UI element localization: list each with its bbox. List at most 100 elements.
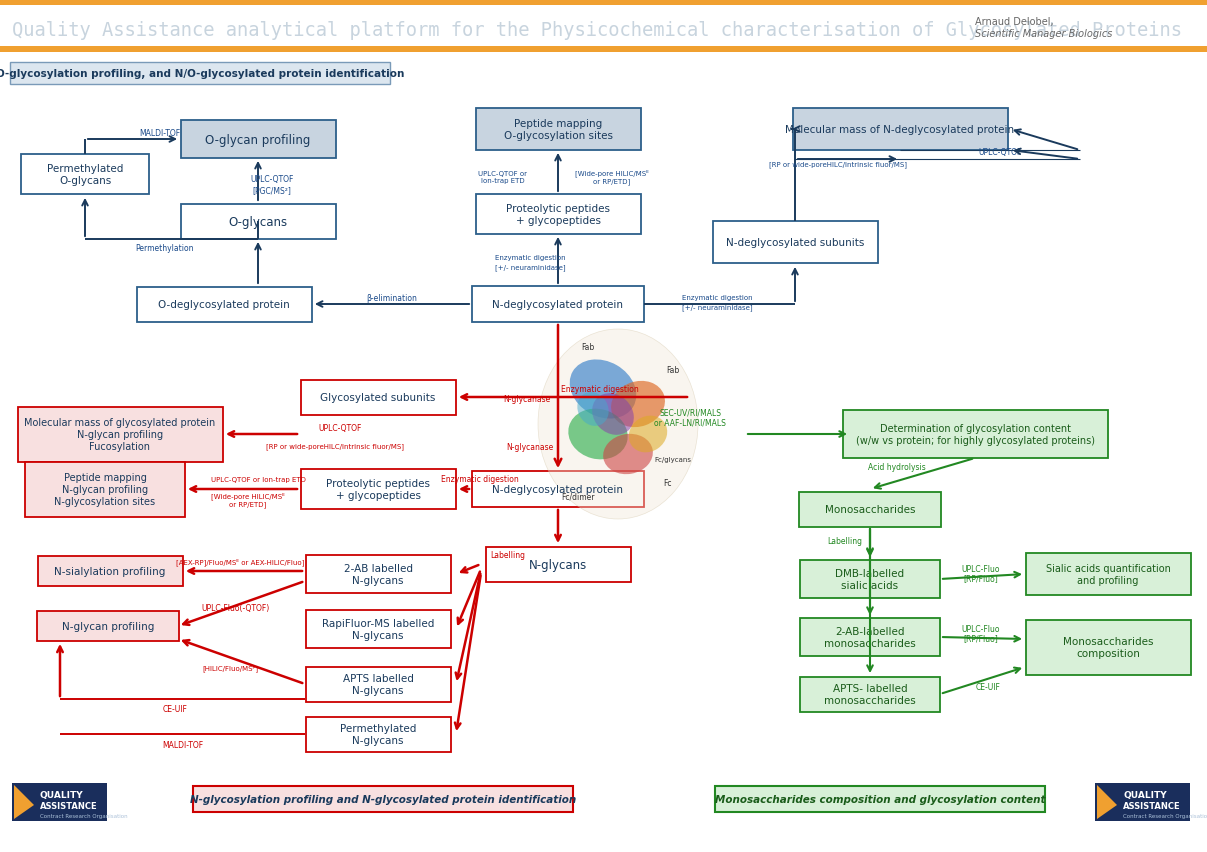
FancyBboxPatch shape [842, 411, 1108, 458]
FancyBboxPatch shape [472, 471, 645, 508]
FancyBboxPatch shape [37, 611, 179, 642]
Text: Molecular mass of glycosylated protein
N-glycan profiling
Fucosylation: Molecular mass of glycosylated protein N… [24, 418, 216, 451]
Text: Labelling: Labelling [828, 537, 863, 546]
Text: APTS- labelled
monosaccharides: APTS- labelled monosaccharides [824, 683, 916, 705]
Text: Fab: Fab [582, 343, 595, 351]
FancyBboxPatch shape [476, 109, 641, 151]
Text: Permethylated
O-glycans: Permethylated O-glycans [47, 164, 123, 186]
Text: MALDI-TOF: MALDI-TOF [140, 129, 181, 137]
Ellipse shape [593, 394, 634, 435]
FancyBboxPatch shape [17, 407, 222, 462]
FancyBboxPatch shape [0, 47, 1207, 53]
Text: [AEX-RP]/Fluo/MSᴱ or AEX-HILIC/Fluo]: [AEX-RP]/Fluo/MSᴱ or AEX-HILIC/Fluo] [176, 557, 304, 565]
Ellipse shape [577, 393, 608, 426]
FancyBboxPatch shape [181, 121, 336, 158]
Text: Fc/dimer: Fc/dimer [561, 492, 595, 501]
FancyBboxPatch shape [0, 0, 1207, 6]
Text: Permethylated
N-glycans: Permethylated N-glycans [340, 723, 416, 745]
Text: O-glycans: O-glycans [228, 216, 287, 228]
Text: Scientific Manager Biologics: Scientific Manager Biologics [975, 29, 1113, 39]
Text: N-deglycosylated protein: N-deglycosylated protein [492, 485, 624, 494]
Text: Peptide mapping
N-glycan profiling
N-glycosylation sites: Peptide mapping N-glycan profiling N-gly… [54, 473, 156, 506]
Text: N-deglycosylated protein: N-deglycosylated protein [492, 300, 624, 309]
Ellipse shape [570, 360, 636, 419]
FancyBboxPatch shape [305, 667, 450, 702]
Text: [RP/Fluo]: [RP/Fluo] [963, 574, 998, 583]
Text: Enzymatic digestion: Enzymatic digestion [495, 255, 565, 261]
Text: CE-UIF: CE-UIF [975, 682, 1001, 691]
Text: CE-UIF: CE-UIF [163, 705, 187, 714]
Text: Molecular mass of N-deglycosylated protein: Molecular mass of N-deglycosylated prote… [786, 125, 1015, 135]
Text: MALDI-TOF: MALDI-TOF [163, 740, 204, 749]
FancyBboxPatch shape [12, 783, 107, 821]
Text: Glycosylated subunits: Glycosylated subunits [320, 393, 436, 402]
Text: Monosaccharides composition and glycosylation content: Monosaccharides composition and glycosyl… [715, 794, 1045, 804]
FancyBboxPatch shape [305, 610, 450, 648]
Text: [Wide-pore HILIC/MSᴱ
or RP/ETD]: [Wide-pore HILIC/MSᴱ or RP/ETD] [575, 169, 649, 185]
Text: Determination of glycosylation content
(w/w vs protein; for highly glycosylated : Determination of glycosylation content (… [856, 423, 1095, 446]
FancyBboxPatch shape [1026, 553, 1190, 596]
Text: [RP or wide-poreHILC/Intrinsic fluor/MS]: [RP or wide-poreHILC/Intrinsic fluor/MS] [266, 443, 404, 450]
Ellipse shape [611, 382, 665, 428]
FancyBboxPatch shape [485, 547, 630, 582]
Text: UPLC-QTOF: UPLC-QTOF [319, 423, 362, 432]
Text: Proteolytic peptides
+ glycopeptides: Proteolytic peptides + glycopeptides [326, 479, 430, 500]
Text: N-deglycosylated subunits: N-deglycosylated subunits [725, 238, 864, 248]
Text: QUALITY: QUALITY [1123, 791, 1167, 799]
FancyBboxPatch shape [181, 204, 336, 239]
FancyBboxPatch shape [10, 63, 390, 85]
Ellipse shape [629, 416, 667, 452]
FancyBboxPatch shape [136, 287, 311, 322]
FancyBboxPatch shape [715, 786, 1045, 812]
Text: Permethylation: Permethylation [135, 243, 194, 252]
FancyBboxPatch shape [800, 561, 940, 598]
Text: UPLC-QTOF or Ion-trap ETD: UPLC-QTOF or Ion-trap ETD [210, 476, 305, 482]
FancyBboxPatch shape [193, 786, 573, 812]
Text: APTS labelled
N-glycans: APTS labelled N-glycans [343, 673, 414, 695]
Polygon shape [1097, 785, 1116, 819]
Text: O-glycan profiling: O-glycan profiling [205, 134, 310, 147]
Text: ASSISTANCE: ASSISTANCE [40, 802, 98, 810]
Text: [RP/Fluo]: [RP/Fluo] [963, 634, 998, 642]
FancyBboxPatch shape [305, 717, 450, 751]
Text: 2-AB-labelled
monosaccharides: 2-AB-labelled monosaccharides [824, 626, 916, 648]
Text: UPLC-QTOF: UPLC-QTOF [979, 147, 1021, 156]
Text: [Wide-pore HILIC/MSᴱ
or RP/ETD]: [Wide-pore HILIC/MSᴱ or RP/ETD] [211, 492, 285, 507]
Text: Peptide mapping
O-glycosylation sites: Peptide mapping O-glycosylation sites [503, 119, 612, 141]
FancyBboxPatch shape [301, 380, 455, 415]
Text: Fab: Fab [666, 365, 680, 374]
Text: DMB-labelled
sialic acids: DMB-labelled sialic acids [835, 568, 904, 590]
FancyBboxPatch shape [21, 155, 148, 195]
Text: UPLC-QTOF or
Ion-trap ETD: UPLC-QTOF or Ion-trap ETD [478, 170, 527, 183]
Text: Quality Assistance analytical platform for the Physicochemical characterisation : Quality Assistance analytical platform f… [12, 20, 1182, 39]
Text: N-sialylation profiling: N-sialylation profiling [54, 567, 165, 576]
FancyBboxPatch shape [1026, 619, 1190, 675]
Text: Fc/glycans: Fc/glycans [654, 457, 692, 463]
Text: SEC-UV/RI/MALS
or AAF-LN/RI/MALS: SEC-UV/RI/MALS or AAF-LN/RI/MALS [654, 408, 725, 427]
Text: [+/- neuraminidase]: [+/- neuraminidase] [682, 304, 752, 311]
FancyBboxPatch shape [472, 286, 645, 323]
Ellipse shape [538, 330, 698, 520]
Text: Enzymatic digestion: Enzymatic digestion [682, 295, 752, 301]
Text: QUALITY: QUALITY [40, 791, 83, 799]
Text: Enzymatic digestion: Enzymatic digestion [561, 385, 639, 394]
Text: Proteolytic peptides
+ glycopeptides: Proteolytic peptides + glycopeptides [506, 204, 610, 226]
FancyBboxPatch shape [793, 109, 1008, 151]
Text: UPLC-Fluo(-QTOF): UPLC-Fluo(-QTOF) [200, 603, 269, 612]
Text: UPLC-QTOF
[PGC/MS²]: UPLC-QTOF [PGC/MS²] [250, 176, 293, 194]
Ellipse shape [604, 435, 653, 475]
Text: [HILIC/Fluo/MSᵝ]: [HILIC/Fluo/MSᵝ] [202, 664, 258, 671]
Text: Acid hydrolysis: Acid hydrolysis [868, 463, 926, 472]
FancyBboxPatch shape [712, 222, 877, 263]
Text: Enzymatic digestion: Enzymatic digestion [441, 475, 519, 484]
Text: Contract Research Organisation: Contract Research Organisation [40, 814, 128, 819]
Text: Fc: Fc [664, 478, 672, 487]
Text: O-glycosylation profiling, and N/O-glycosylated protein identification: O-glycosylation profiling, and N/O-glyco… [0, 69, 404, 79]
Text: UPLC-Fluo: UPLC-Fluo [962, 624, 1001, 633]
Text: N-glycans: N-glycans [529, 558, 587, 571]
Text: N-glycosylation profiling and N-glycosylated protein identification: N-glycosylation profiling and N-glycosyl… [189, 794, 576, 804]
Text: RapiFluor-MS labelled
N-glycans: RapiFluor-MS labelled N-glycans [322, 619, 435, 640]
Text: N-glycanase: N-glycanase [503, 395, 550, 404]
Text: Monosaccharides
composition: Monosaccharides composition [1062, 636, 1153, 658]
Text: Sialic acids quantification
and profiling: Sialic acids quantification and profilin… [1045, 563, 1171, 585]
